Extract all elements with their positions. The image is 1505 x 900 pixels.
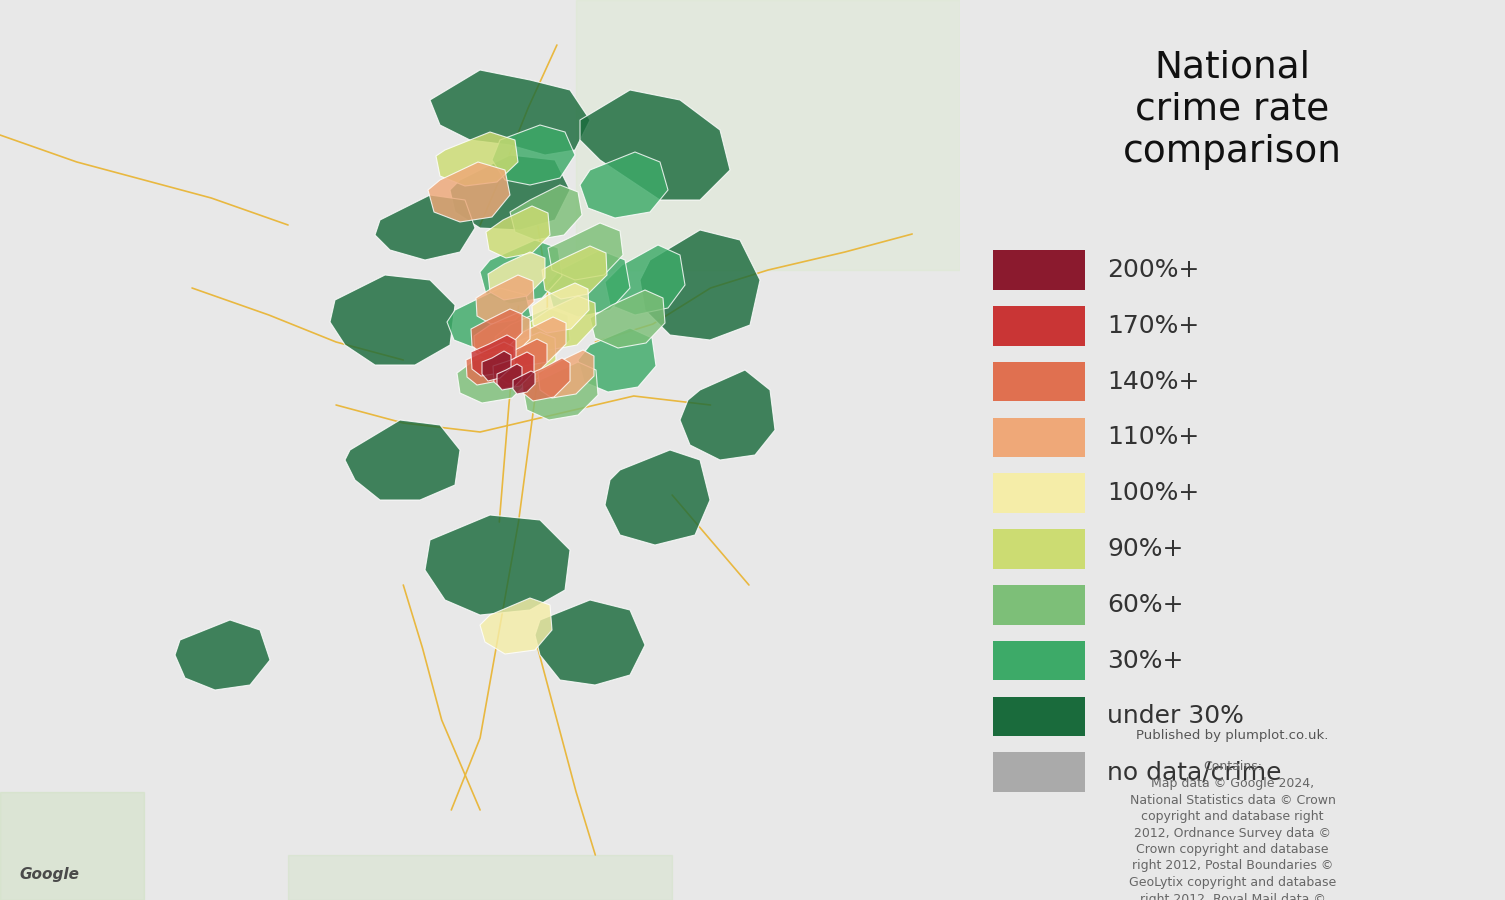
Bar — [993, 250, 1085, 290]
Polygon shape — [497, 339, 546, 384]
Polygon shape — [424, 515, 570, 615]
Polygon shape — [467, 342, 515, 385]
Polygon shape — [287, 855, 673, 900]
Polygon shape — [430, 70, 590, 155]
Polygon shape — [345, 420, 461, 500]
Text: 60%+: 60%+ — [1108, 593, 1184, 616]
Polygon shape — [486, 206, 549, 258]
Text: National
crime rate
comparison: National crime rate comparison — [1123, 50, 1342, 170]
Text: 30%+: 30%+ — [1108, 649, 1183, 672]
Polygon shape — [474, 313, 530, 361]
Polygon shape — [524, 362, 597, 420]
Bar — [993, 418, 1085, 457]
Polygon shape — [330, 275, 455, 365]
Polygon shape — [476, 275, 534, 324]
Polygon shape — [492, 125, 575, 185]
Polygon shape — [534, 600, 646, 685]
Polygon shape — [427, 162, 510, 222]
Bar — [993, 362, 1085, 401]
Polygon shape — [495, 308, 570, 366]
Text: 110%+: 110%+ — [1108, 426, 1199, 449]
Polygon shape — [492, 332, 555, 384]
Text: under 30%: under 30% — [1108, 705, 1245, 728]
Polygon shape — [590, 290, 665, 348]
Bar — [993, 473, 1085, 513]
Text: Google: Google — [20, 867, 80, 882]
Bar — [993, 585, 1085, 625]
Polygon shape — [494, 352, 534, 389]
Text: 200%+: 200%+ — [1108, 258, 1199, 282]
Polygon shape — [578, 328, 656, 392]
Polygon shape — [450, 155, 570, 230]
Text: no data/crime: no data/crime — [1108, 760, 1282, 784]
Polygon shape — [605, 245, 685, 315]
Bar — [993, 529, 1085, 569]
Bar — [993, 306, 1085, 346]
Polygon shape — [546, 250, 631, 317]
Polygon shape — [579, 152, 668, 218]
Polygon shape — [471, 309, 522, 354]
Text: Contains:
Map data © Google 2024,
National Statistics data © Crown
copyright and: Contains: Map data © Google 2024, Nation… — [1124, 760, 1341, 900]
Polygon shape — [530, 296, 596, 350]
Polygon shape — [0, 792, 144, 900]
Polygon shape — [471, 335, 516, 376]
Polygon shape — [458, 344, 531, 403]
Polygon shape — [605, 450, 710, 545]
Bar — [993, 697, 1085, 736]
Polygon shape — [513, 371, 534, 394]
Polygon shape — [510, 185, 582, 240]
Text: 140%+: 140%+ — [1108, 370, 1199, 393]
Polygon shape — [447, 288, 531, 350]
Polygon shape — [436, 132, 518, 186]
Polygon shape — [531, 283, 588, 333]
Polygon shape — [480, 240, 561, 304]
Polygon shape — [548, 223, 623, 280]
Bar — [993, 752, 1085, 792]
Polygon shape — [375, 195, 476, 260]
Text: 100%+: 100%+ — [1108, 482, 1199, 505]
Polygon shape — [576, 0, 960, 270]
Polygon shape — [482, 351, 512, 381]
Polygon shape — [480, 598, 552, 654]
Polygon shape — [175, 620, 269, 690]
Polygon shape — [537, 350, 594, 398]
Polygon shape — [522, 358, 570, 401]
Polygon shape — [497, 364, 522, 390]
Polygon shape — [488, 252, 545, 300]
Polygon shape — [579, 90, 730, 200]
Text: 90%+: 90%+ — [1108, 537, 1183, 561]
Polygon shape — [680, 370, 775, 460]
Text: Published by plumplot.co.uk.: Published by plumplot.co.uk. — [1136, 730, 1329, 742]
Polygon shape — [640, 230, 760, 340]
Polygon shape — [509, 317, 566, 366]
Bar — [993, 641, 1085, 680]
Polygon shape — [542, 246, 607, 299]
Text: 170%+: 170%+ — [1108, 314, 1199, 338]
